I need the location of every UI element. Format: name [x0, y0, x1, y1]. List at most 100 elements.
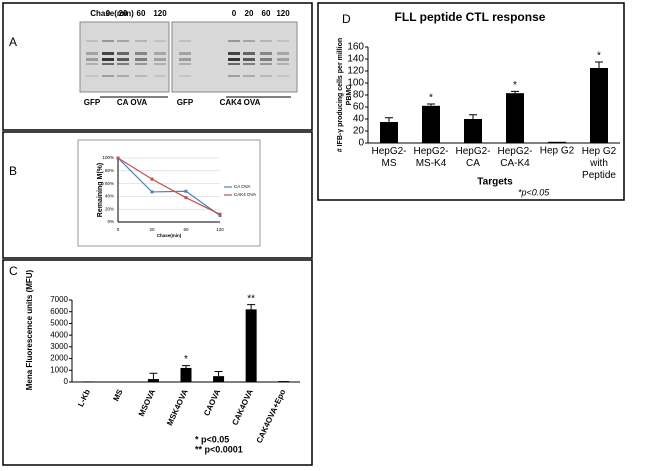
x-tick-label: HepG2-MS-K4 — [413, 146, 448, 169]
blot-band — [86, 40, 98, 42]
chart-title: FLL peptide CTL response — [395, 10, 546, 24]
x-tick-label: MSK4OVA — [165, 388, 190, 427]
footnote: *p<0.05 — [518, 187, 550, 197]
blot-band — [260, 63, 272, 65]
bar — [180, 367, 192, 382]
x-tick-label: HepG2-MS — [371, 146, 406, 169]
blot-band — [228, 52, 240, 55]
timepoint-label: 0 — [106, 9, 111, 18]
blot-band — [135, 40, 147, 42]
blot-band — [102, 63, 114, 65]
blot-band — [135, 52, 147, 55]
blot-band — [154, 75, 166, 77]
timepoint-label: 120 — [153, 9, 167, 18]
blot-band — [243, 58, 255, 61]
data-point — [116, 156, 120, 160]
significance-marker: * — [597, 51, 601, 62]
x-tick-label: CAK4OVA+Epo — [255, 388, 288, 445]
error-bar — [427, 103, 435, 106]
blot-band — [135, 58, 147, 61]
x-tick-label: CAK4OVA — [230, 388, 255, 427]
bar — [245, 309, 257, 382]
blot-image — [171, 21, 298, 93]
significance-marker: ** — [247, 293, 255, 304]
blot-band — [228, 58, 240, 61]
blot-band — [260, 58, 272, 61]
blot-band — [243, 40, 255, 42]
blot-band — [154, 58, 166, 61]
y-tick-label: 6000 — [50, 307, 68, 316]
x-tick-label: Hep G2 with Peptide — [582, 146, 617, 181]
x-axis-title: Chase(min) — [157, 233, 182, 238]
blot-band — [86, 58, 98, 61]
blot-band — [102, 40, 114, 42]
y-tick-label: 140 — [347, 54, 364, 65]
blot-band — [117, 52, 129, 55]
blot-band — [117, 40, 129, 42]
bar — [278, 381, 290, 382]
blot-band — [277, 52, 289, 55]
timepoint-label: 120 — [276, 9, 290, 18]
timepoint-label: 60 — [262, 9, 271, 18]
error-bar — [469, 114, 477, 119]
blot-band — [277, 75, 289, 77]
significance-marker: * — [184, 354, 188, 365]
blot-band — [179, 58, 191, 61]
y-tick-label: 3000 — [50, 342, 68, 351]
bar — [506, 93, 524, 143]
blot-band — [260, 75, 272, 77]
data-point — [150, 177, 154, 181]
blot-band — [260, 40, 272, 42]
lane-label: GFP — [177, 98, 194, 107]
bar — [464, 119, 482, 143]
timepoint-label: 60 — [137, 9, 146, 18]
y-tick-label: 1000 — [50, 365, 68, 374]
y-tick-label: 20 — [353, 126, 365, 137]
error-bar — [182, 365, 190, 368]
blot-band — [86, 52, 98, 55]
y-tick-label: 60 — [353, 102, 365, 113]
error-bar — [214, 370, 223, 377]
x-tick-label: MS — [111, 387, 125, 402]
blot-band — [228, 63, 240, 65]
y-tick-label: 120 — [347, 66, 364, 77]
panel-c-frame — [2, 259, 313, 466]
error-bar — [511, 90, 519, 94]
blot-band — [154, 40, 166, 42]
x-tick-label: L-Kb — [76, 388, 92, 408]
data-line — [117, 157, 221, 217]
y-tick-label: 2000 — [50, 354, 68, 363]
y-tick-label: 0 — [358, 138, 364, 149]
y-axis-title: Remaining M(%) — [97, 163, 104, 217]
y-tick-label: 60% — [105, 181, 114, 186]
y-tick-label: 4000 — [50, 330, 68, 339]
blot-band — [154, 52, 166, 55]
blot-band — [179, 75, 191, 77]
y-tick-label: 7000 — [50, 295, 68, 304]
legend-label: CAK4 OVA — [234, 192, 256, 197]
bar — [422, 105, 440, 143]
blot-band — [179, 40, 191, 42]
bar — [213, 376, 225, 382]
blot-band — [277, 40, 289, 42]
blot-band — [277, 58, 289, 61]
blot-band — [135, 75, 147, 77]
blot-band — [228, 40, 240, 42]
lane-label: GFP — [84, 98, 101, 107]
blot-band — [179, 63, 191, 65]
blot-band — [135, 63, 147, 65]
y-tick-label: 40 — [353, 114, 365, 125]
x-tick-label: 20 — [149, 227, 155, 232]
y-tick-label: 40% — [105, 194, 114, 199]
data-point — [150, 190, 154, 194]
footnote: * p<0.05 — [195, 434, 229, 444]
blot-band — [260, 52, 272, 55]
lane-label: CAK4 OVA — [220, 98, 261, 107]
bar — [590, 68, 608, 143]
blot-band — [86, 63, 98, 65]
significance-marker: * — [429, 93, 433, 104]
timepoint-label: 20 — [245, 9, 254, 18]
blot-band — [102, 52, 114, 55]
x-tick-label: HepG2-CA-K4 — [497, 146, 532, 169]
